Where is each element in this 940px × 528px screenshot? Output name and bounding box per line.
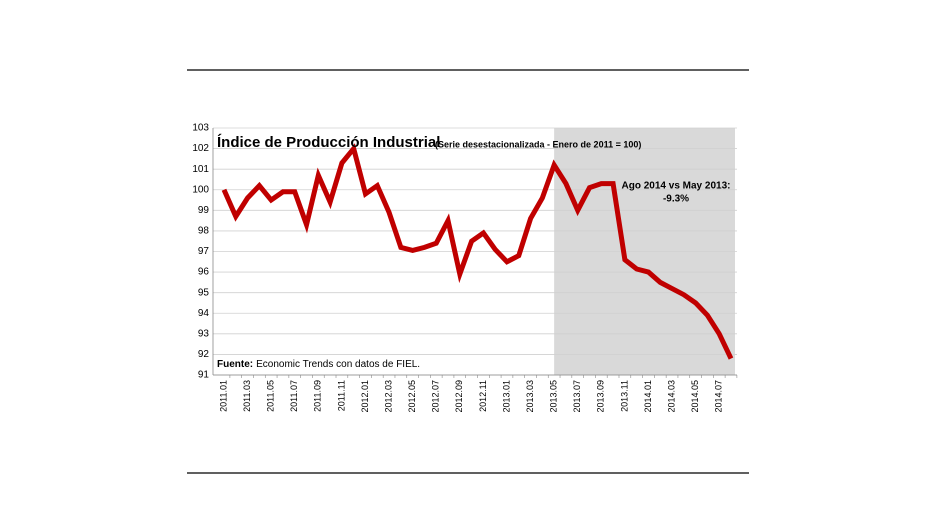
y-tick-label: 99	[198, 205, 210, 216]
x-tick-label: 2014.01	[643, 380, 653, 413]
y-tick-label: 98	[198, 226, 210, 237]
x-tick-label: 2014.05	[690, 380, 700, 413]
y-tick-label: 94	[198, 308, 210, 319]
x-tick-label: 2012.03	[383, 380, 393, 413]
chart: 91 92 93 94 95 96 97 98 99 100 101 102 103 2011.01 201…	[192, 123, 738, 413]
x-tick-label: 2012.07	[431, 380, 441, 413]
data-line	[221, 143, 734, 360]
chart-subtitle: (Serie desestacionalizada - Enero de 201…	[435, 139, 641, 149]
x-tick-label: 2012.09	[454, 380, 464, 413]
x-tick-label: 2013.01	[501, 380, 511, 413]
source-text: Economic Trends con datos de FIEL.	[256, 359, 420, 370]
y-tick-label: 102	[192, 143, 209, 154]
y-tick-label: 95	[198, 287, 210, 298]
x-tick-label: 2012.05	[407, 380, 417, 413]
x-tick-label: 2014.07	[714, 380, 724, 413]
x-tick-label: 2013.03	[525, 380, 535, 413]
y-tick-label: 92	[198, 349, 210, 360]
x-tick-label: 2012.01	[360, 380, 370, 413]
x-tick-label: 2011.01	[218, 380, 228, 412]
x-tick-label: 2013.09	[596, 380, 606, 413]
chart-title: Índice de Producción Industrial	[217, 134, 440, 151]
x-tick-label: 2011.07	[289, 380, 299, 412]
y-tick-label: 101	[192, 164, 209, 175]
x-tick-label: 2011.05	[266, 380, 276, 412]
x-tick-label: 2012.11	[478, 380, 488, 412]
x-tick-label: 2011.03	[242, 380, 252, 412]
x-tick-label: 2011.11	[336, 380, 346, 411]
x-tick-label: 2013.07	[572, 380, 582, 413]
source-label: Fuente:	[217, 359, 253, 370]
source-note: Fuente: Economic Trends con datos de FIEL…	[217, 359, 420, 370]
y-tick-label: 100	[192, 184, 209, 195]
y-tick-label: 97	[198, 246, 210, 257]
y-tick-label: 91	[198, 370, 210, 381]
y-tick-label: 93	[198, 328, 210, 339]
y-tick-label: 96	[198, 267, 210, 278]
y-tick-label: 103	[192, 123, 209, 134]
x-tick-label: 2014.03	[666, 380, 676, 413]
x-tick-label: 2011.09	[313, 380, 323, 412]
x-tick-label: 2013.05	[549, 380, 559, 413]
annotation: -9.3%	[663, 194, 689, 205]
annotation: Ago 2014 vs May 2013:	[622, 181, 731, 192]
x-tick-label: 2013.11	[619, 380, 629, 412]
